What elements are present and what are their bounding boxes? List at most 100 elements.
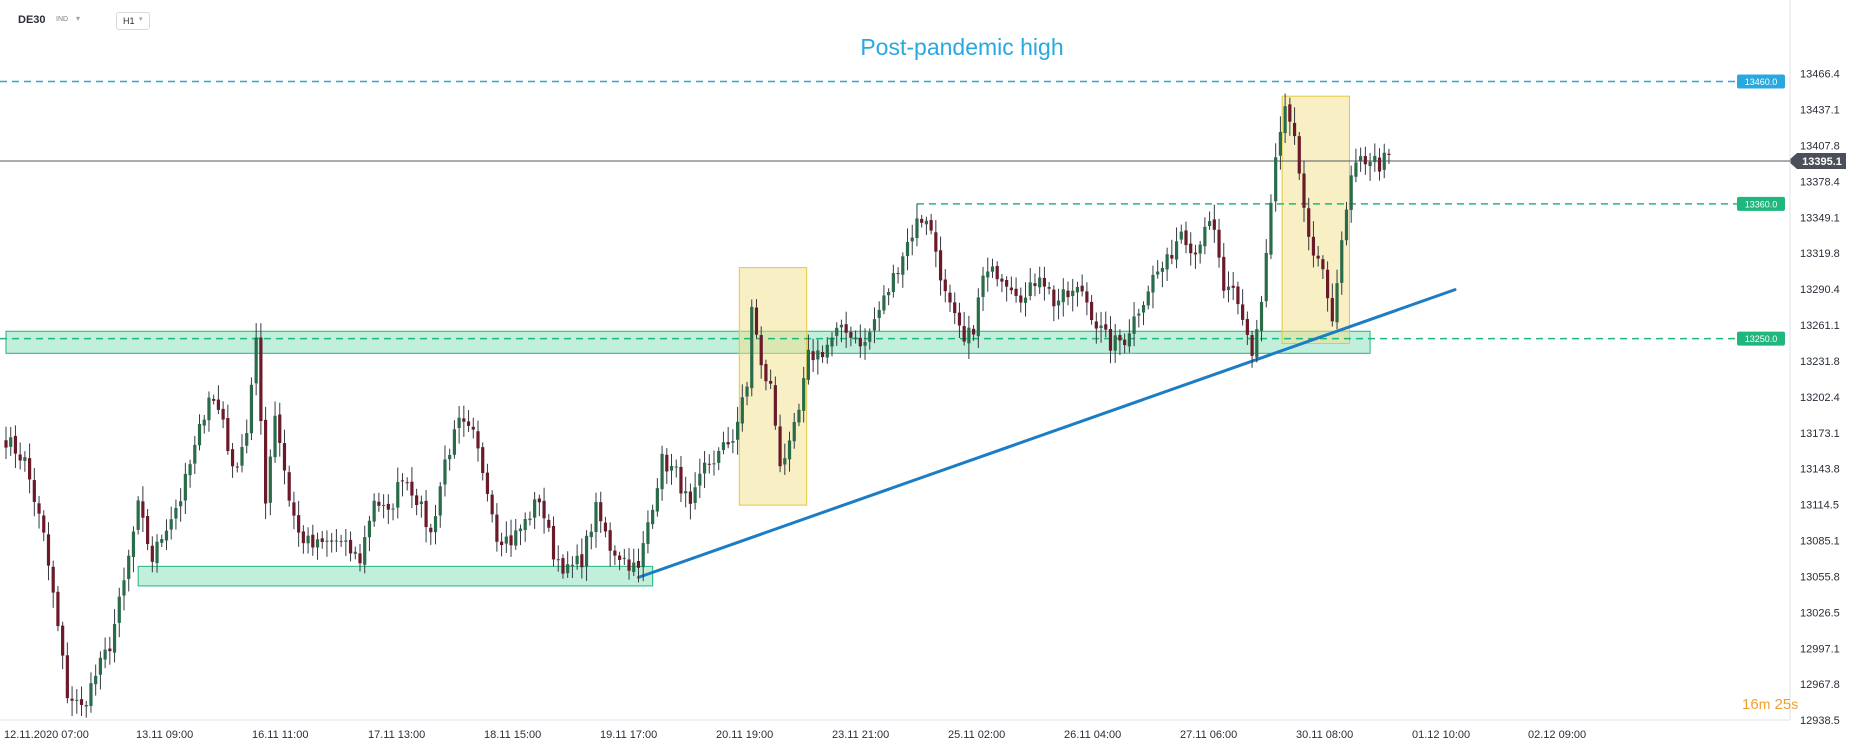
candle-body [1236,286,1240,305]
candle-body [1005,280,1009,287]
candle-body [1189,243,1193,254]
candle-body [1311,236,1316,256]
candle-body [627,559,631,571]
candle-body [448,455,452,460]
candle-body [1127,333,1131,347]
candle-body [769,380,773,384]
candle-body [197,423,202,446]
candle-body [221,408,225,420]
candle-body [297,515,301,533]
candle-body [891,273,895,293]
candle-body [632,562,636,573]
candle-body [995,265,999,280]
x-tick-label: 17.11 13:00 [368,729,425,741]
candle-body [736,421,740,440]
candle-body [754,307,759,335]
candle-body [1028,282,1032,296]
candle-body [1146,291,1150,306]
candle-body [651,509,655,525]
candle-body [155,541,159,564]
candle-body [169,519,173,530]
candle-body [967,327,971,344]
candle-body [641,543,645,568]
candle-body [854,337,858,339]
candle-body [13,435,18,454]
candle-body [136,500,140,530]
candle-body [89,683,93,707]
candle-body [589,531,593,538]
level-label-box [1737,74,1785,89]
candle-body [94,675,98,685]
candle-body [839,324,844,328]
candle-body [712,463,716,465]
candle-body [702,462,707,474]
candle-body [306,535,310,544]
candle-body [1193,252,1198,255]
candle-body [835,327,839,336]
candle-body [254,337,258,384]
candle-body [358,553,362,564]
candle-body [79,699,84,705]
candle-body [547,519,551,528]
candle-body [1033,283,1037,286]
candle-body [264,419,268,504]
candle-body [787,440,792,460]
candle-body [504,536,508,544]
candle-body [141,501,145,518]
candle-body [669,465,674,471]
candle-body [1066,290,1070,298]
chart-toolbar: DE30 IND ▾ H1 ▾ [0,0,1780,34]
candle-body [1113,335,1117,351]
candle-body [84,704,88,707]
candle-body [962,326,966,342]
x-tick-label: 16.11 11:00 [252,729,308,741]
candle-body [1387,153,1391,155]
candle-body [868,332,872,342]
y-tick-label: 13114.5 [1800,500,1839,512]
candle-body [1061,289,1065,303]
candle-body [603,522,608,532]
candle-body [665,454,669,472]
candle-body [282,443,287,471]
candle-body [1165,254,1169,270]
symbol-dropdown-icon[interactable]: ▾ [76,14,81,23]
candle-body [1363,156,1367,165]
candle-body [315,539,320,548]
candle-body [212,398,216,401]
candle-body [108,648,112,652]
candle-body [981,275,985,297]
candle-body [235,466,239,468]
y-tick-label: 13261.1 [1800,320,1840,332]
candle-body [1340,240,1344,283]
symbol-name[interactable]: DE30 [18,14,46,26]
candle-body [816,350,820,360]
candle-body [179,501,183,507]
candle-body [377,501,381,506]
candle-body [443,459,447,485]
candle-body [127,555,131,579]
candle-body [764,364,768,382]
candle-body [1137,313,1141,316]
y-tick-label: 13290.4 [1800,284,1840,296]
candle-body [698,473,702,486]
x-tick-label: 13.11 09:00 [136,729,193,741]
candle-body [353,551,357,554]
candle-body [259,337,263,421]
candle-body [226,418,230,452]
candle-body [1141,305,1146,313]
candle-body [1174,241,1179,260]
candle-body [1288,104,1292,122]
candle-body [825,344,829,358]
candle-body [1118,335,1122,341]
candle-body [990,266,995,272]
candle-body [410,481,414,496]
timeframe-selector[interactable]: H1 ▾ [116,12,150,30]
candle-body [872,319,877,331]
candle-body [1259,301,1264,331]
candle-body [188,464,192,476]
candle-body [207,397,211,421]
y-tick-label: 12938.5 [1800,715,1840,727]
candle-body [514,530,518,546]
candle-body [150,545,154,562]
